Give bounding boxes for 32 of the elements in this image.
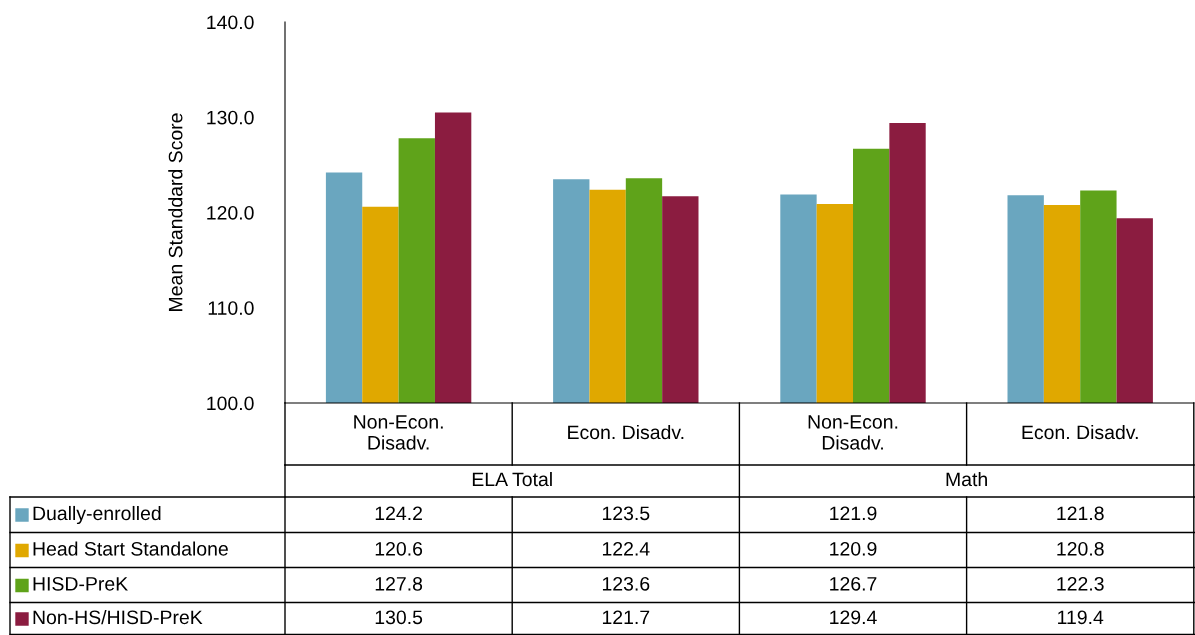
x-tick-label: Non-Econ. Disadv. bbox=[808, 415, 898, 450]
data-label: 126.7 bbox=[830, 576, 877, 591]
data-label: 122.3 bbox=[1057, 576, 1104, 591]
data-label: 127.8 bbox=[375, 576, 423, 591]
legend-label: HISD-PreK bbox=[33, 576, 128, 591]
data-label: 120.6 bbox=[375, 541, 423, 556]
data-label: 124.2 bbox=[375, 506, 422, 521]
x-tick-label: Econ. Disadv. bbox=[568, 424, 684, 440]
data-label: 130.5 bbox=[375, 610, 423, 625]
data-label: 123.5 bbox=[602, 506, 650, 521]
text: ELA Total bbox=[472, 471, 552, 487]
data-label: 123.6 bbox=[602, 576, 650, 591]
legend-label: Dually-enrolled bbox=[33, 505, 161, 525]
x-tick-label: Econ. Disadv. bbox=[1022, 424, 1138, 440]
legend-label: Head Start Standalone bbox=[33, 541, 228, 556]
text: Math bbox=[946, 471, 987, 487]
data-label: 129.4 bbox=[830, 610, 877, 625]
data-label: 119.4 bbox=[1058, 610, 1104, 625]
y-axis-title: Mean Standdard Score bbox=[168, 113, 183, 311]
y-tick-label: 140.0 bbox=[207, 15, 254, 30]
data-label: 120.8 bbox=[1057, 541, 1104, 556]
y-tick-label: 110.0 bbox=[208, 301, 254, 315]
data-label: 121.9 bbox=[830, 506, 877, 521]
y-tick-label: 120.0 bbox=[207, 205, 254, 220]
data-label: 122.4 bbox=[602, 541, 650, 556]
y-tick-label: 100.0 bbox=[207, 396, 254, 411]
data-label: 121.8 bbox=[1057, 506, 1104, 521]
data-label: 120.9 bbox=[830, 541, 877, 556]
legend-label: Non-HS/HISD-PreK bbox=[33, 609, 203, 625]
data-label: 121.7 bbox=[602, 610, 650, 625]
y-tick-label: 130.0 bbox=[207, 110, 254, 125]
x-tick-label: Non-Econ. Disadv. bbox=[354, 415, 443, 450]
